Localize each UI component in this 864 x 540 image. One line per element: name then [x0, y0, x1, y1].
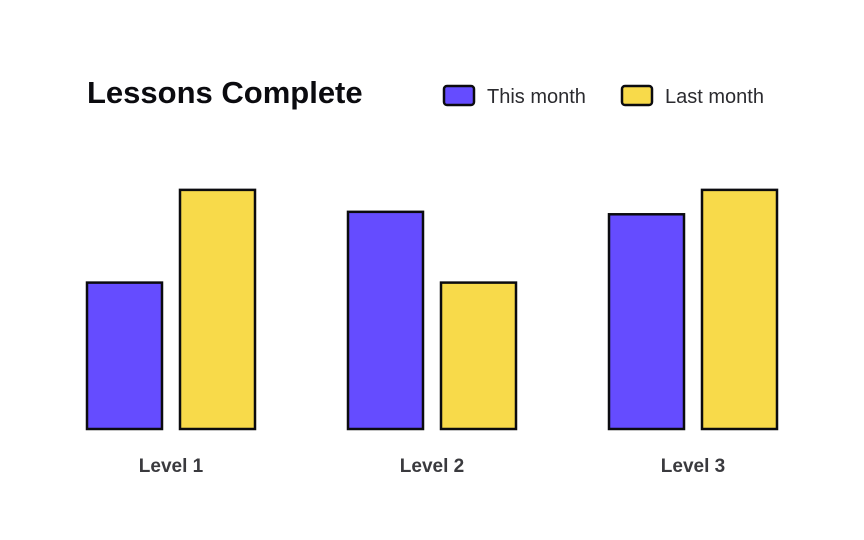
bar-level-1-last-month: [178, 188, 257, 431]
x-tick-label: Level 3: [661, 456, 725, 477]
legend-swatch-this-month: [442, 84, 476, 107]
x-tick-label: Level 2: [400, 456, 464, 477]
bar-level-1-this-month: [85, 281, 164, 431]
legend-label-this-month: This month: [487, 86, 586, 108]
legend-swatch-last-month: [620, 84, 654, 107]
legend: This month Last month: [442, 84, 764, 108]
bar-level-2-last-month: [439, 281, 518, 431]
legend-label-last-month: Last month: [665, 86, 764, 108]
bar-level-2-this-month: [346, 210, 425, 431]
bars-group: [85, 188, 779, 431]
bar-level-3-this-month: [607, 213, 686, 431]
bar-level-3-last-month: [700, 188, 779, 431]
chart-title: Lessons Complete: [87, 75, 363, 110]
x-axis-tick-labels: Level 1 Level 2 Level 3: [139, 456, 725, 477]
x-tick-label: Level 1: [139, 456, 204, 477]
